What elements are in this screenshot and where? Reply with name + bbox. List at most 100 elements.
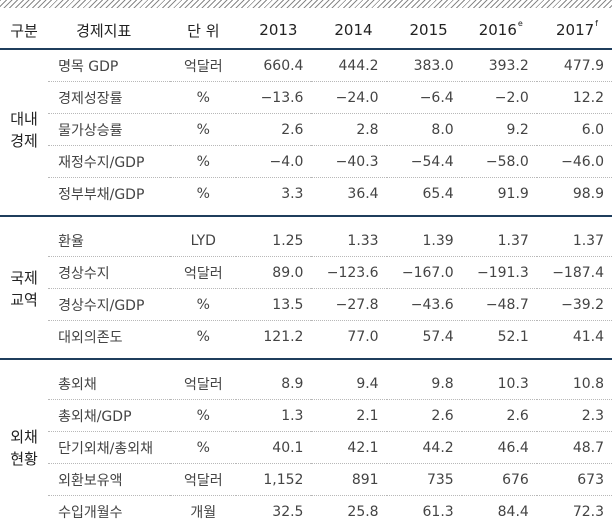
- unit-cell: %: [170, 146, 236, 178]
- value-cell: 6.0: [537, 114, 612, 146]
- value-cell: 41.4: [537, 321, 612, 353]
- header-year-label: 2015: [410, 21, 448, 39]
- value-cell: 3.3: [236, 178, 311, 210]
- group-label-line: 국제: [0, 267, 48, 289]
- value-cell: 42.1: [311, 432, 386, 464]
- indicator-cell: 경상수지/GDP: [48, 289, 170, 321]
- value-cell: 12.2: [537, 82, 612, 114]
- value-cell: 1.37: [537, 225, 612, 257]
- value-cell: −191.3: [462, 257, 537, 289]
- value-cell: −123.6: [311, 257, 386, 289]
- group-gap: [0, 216, 612, 225]
- value-cell: −46.0: [537, 146, 612, 178]
- value-cell: 32.5: [236, 496, 311, 527]
- indicator-cell: 총외채: [48, 368, 170, 400]
- value-cell: −24.0: [311, 82, 386, 114]
- value-cell: 61.3: [387, 496, 462, 527]
- value-cell: 1,152: [236, 464, 311, 496]
- value-cell: 673: [537, 464, 612, 496]
- value-cell: 1.33: [311, 225, 386, 257]
- group-separator: [0, 352, 612, 359]
- top-hatch-decoration: [0, 0, 612, 8]
- unit-cell: 억달러: [170, 257, 236, 289]
- value-cell: 383.0: [387, 49, 462, 82]
- unit-cell: %: [170, 82, 236, 114]
- header-year-label: 2014: [334, 21, 372, 39]
- group-label-line: 대내: [0, 108, 48, 130]
- indicator-cell: 대외의존도: [48, 321, 170, 353]
- group-label-line: 현황: [0, 448, 48, 470]
- value-cell: 44.2: [387, 432, 462, 464]
- value-cell: −2.0: [462, 82, 537, 114]
- value-cell: 89.0: [236, 257, 311, 289]
- value-cell: −54.4: [387, 146, 462, 178]
- value-cell: 57.4: [387, 321, 462, 353]
- indicator-cell: 경제성장률: [48, 82, 170, 114]
- value-cell: −43.6: [387, 289, 462, 321]
- unit-cell: %: [170, 432, 236, 464]
- indicator-cell: 경상수지: [48, 257, 170, 289]
- value-cell: 65.4: [387, 178, 462, 210]
- unit-cell: %: [170, 321, 236, 353]
- unit-cell: 억달러: [170, 368, 236, 400]
- header-year-label: 2013: [259, 21, 297, 39]
- group-gap: [0, 359, 612, 368]
- value-cell: 8.0: [387, 114, 462, 146]
- header-year-2016: 2016e: [462, 12, 537, 49]
- header-year-2014: 2014: [311, 12, 386, 49]
- value-cell: 2.6: [236, 114, 311, 146]
- unit-cell: %: [170, 114, 236, 146]
- value-cell: 13.5: [236, 289, 311, 321]
- value-cell: −40.3: [311, 146, 386, 178]
- value-cell: 2.8: [311, 114, 386, 146]
- value-cell: 25.8: [311, 496, 386, 527]
- header-group: 구분: [0, 12, 48, 49]
- value-cell: −187.4: [537, 257, 612, 289]
- value-cell: 1.25: [236, 225, 311, 257]
- unit-cell: 억달러: [170, 49, 236, 82]
- indicator-cell: 총외채/GDP: [48, 400, 170, 432]
- unit-cell: 억달러: [170, 464, 236, 496]
- indicator-cell: 재정수지/GDP: [48, 146, 170, 178]
- value-cell: 2.1: [311, 400, 386, 432]
- header-year-2017: 2017f: [537, 12, 612, 49]
- header-year-label: 2016: [479, 21, 517, 39]
- value-cell: 676: [462, 464, 537, 496]
- indicator-cell: 정부부채/GDP: [48, 178, 170, 210]
- value-cell: 1.37: [462, 225, 537, 257]
- table-row: 경상수지/GDP%13.5−27.8−43.6−48.7−39.2: [0, 289, 612, 321]
- value-cell: 84.4: [462, 496, 537, 527]
- value-cell: 72.3: [537, 496, 612, 527]
- value-cell: 393.2: [462, 49, 537, 82]
- header-unit: 단 위: [170, 12, 236, 49]
- indicator-cell: 명목 GDP: [48, 49, 170, 82]
- value-cell: 2.6: [462, 400, 537, 432]
- value-cell: 52.1: [462, 321, 537, 353]
- group-separator: [0, 209, 612, 216]
- value-cell: 2.3: [537, 400, 612, 432]
- value-cell: 444.2: [311, 49, 386, 82]
- value-cell: −167.0: [387, 257, 462, 289]
- value-cell: 36.4: [311, 178, 386, 210]
- value-cell: 891: [311, 464, 386, 496]
- indicator-cell: 물가상승률: [48, 114, 170, 146]
- value-cell: 9.4: [311, 368, 386, 400]
- value-cell: 77.0: [311, 321, 386, 353]
- value-cell: 2.6: [387, 400, 462, 432]
